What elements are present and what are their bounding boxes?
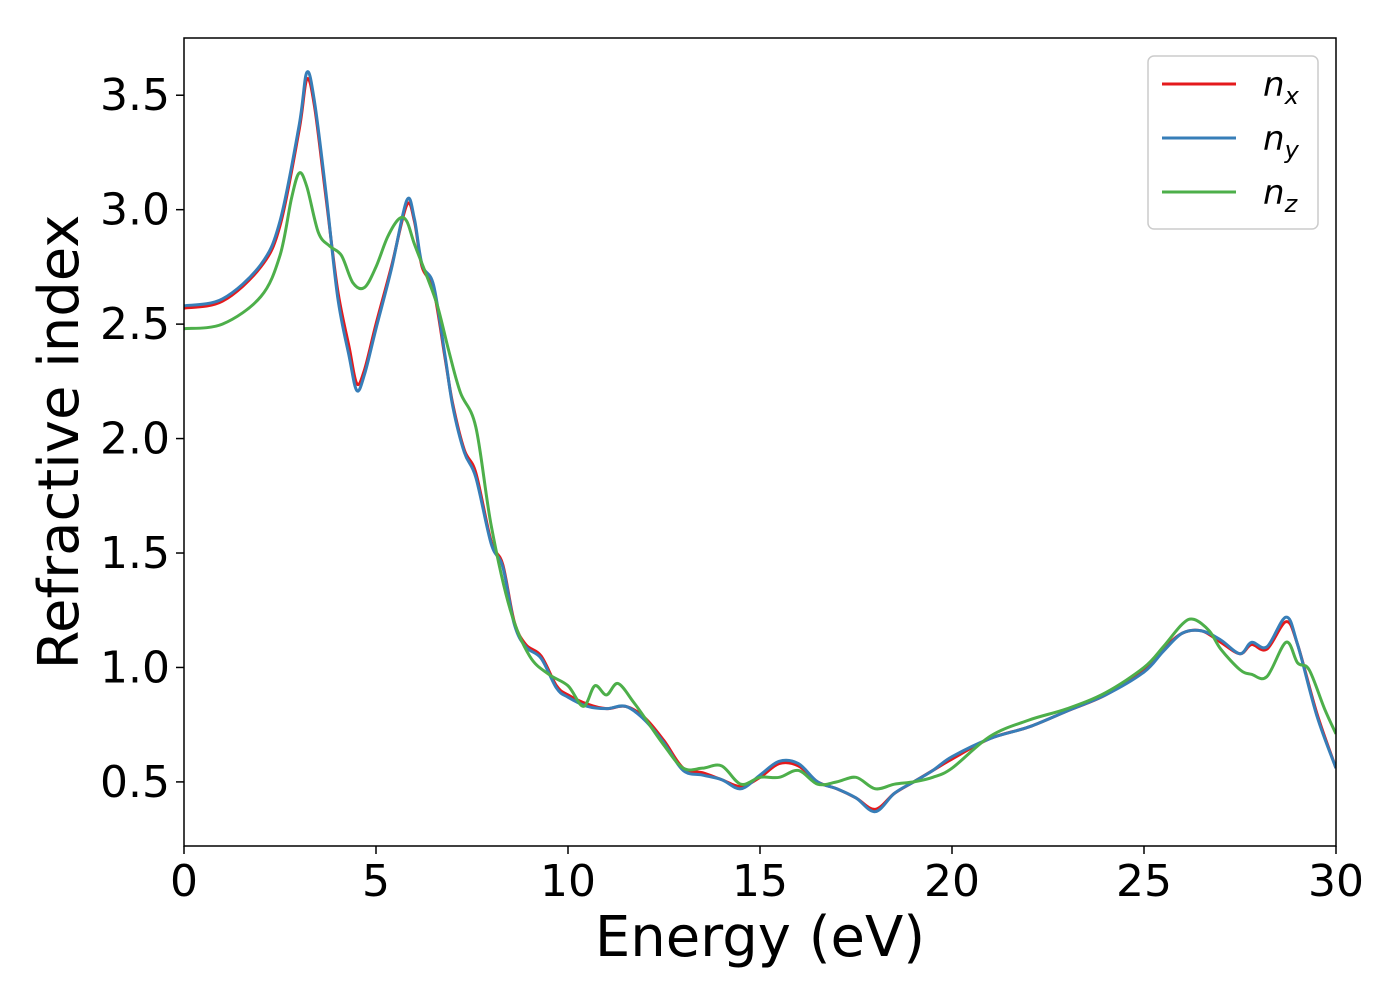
- x-tick-label: 20: [924, 856, 980, 907]
- legend-label-z: nz: [1263, 173, 1299, 218]
- x-axis-title: Energy (eV): [595, 905, 925, 970]
- legend-label-x: nx: [1263, 65, 1300, 110]
- y-tick-label: 3.0: [100, 185, 170, 236]
- legend: nx ny nz: [1147, 55, 1319, 230]
- x-tick-label: 0: [170, 856, 198, 907]
- x-axis: 0 5 10 15 20 25 30: [170, 846, 1364, 907]
- x-tick-label: 25: [1116, 856, 1172, 907]
- series-layer: [184, 70, 1336, 814]
- y-tick-label: 2.0: [100, 414, 170, 465]
- x-tick-label: 30: [1308, 856, 1364, 907]
- y-tick-label: 1.0: [100, 642, 170, 693]
- x-tick-label: 15: [732, 856, 788, 907]
- y-tick-label: 1.5: [100, 528, 170, 579]
- series-line-z: [184, 171, 1336, 791]
- plot-area: [184, 38, 1336, 846]
- y-tick-label: 2.5: [100, 299, 170, 350]
- legend-box: [1147, 55, 1319, 230]
- y-axis: 0.5 1.0 1.5 2.0 2.5 3.0 3.5: [100, 70, 184, 808]
- series-line-y: [184, 70, 1336, 814]
- y-tick-label: 0.5: [100, 757, 170, 808]
- x-tick-label: 5: [362, 856, 390, 907]
- y-tick-label: 3.5: [100, 70, 170, 121]
- y-axis-title: Refractive index: [27, 215, 92, 670]
- legend-label-y: ny: [1263, 119, 1300, 164]
- x-tick-label: 10: [540, 856, 596, 907]
